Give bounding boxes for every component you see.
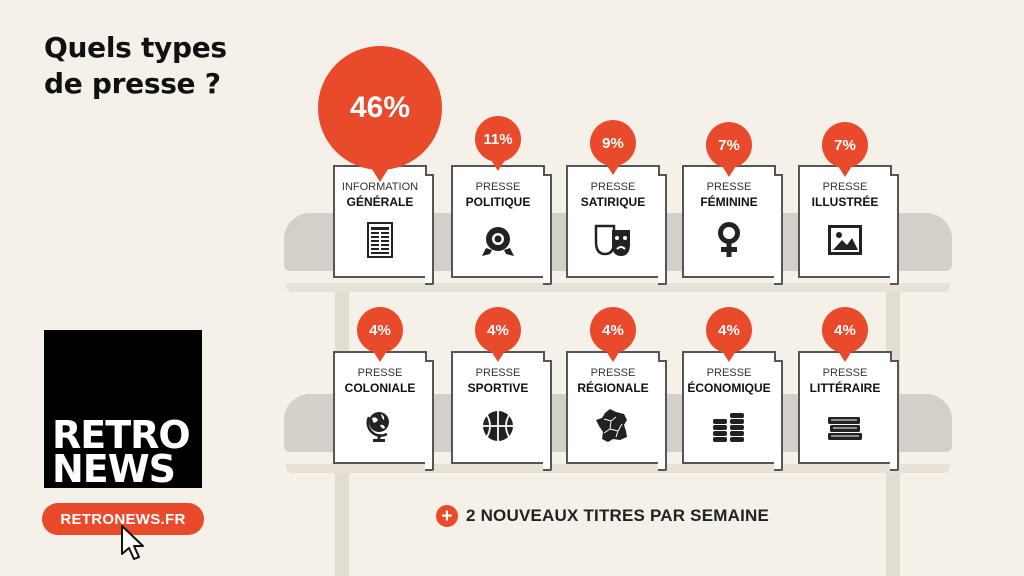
- logo-line-2: NEWS: [52, 447, 176, 491]
- book-category-name: ILLUSTRÉE: [811, 195, 879, 209]
- shelf-bottom-edge: [286, 464, 950, 473]
- book-presse-satirique: PRESSE SATIRIQUE: [566, 165, 667, 285]
- book-category-prefix: PRESSE: [822, 367, 868, 379]
- book-category-name: RÉGIONALE: [577, 381, 649, 395]
- book-category-name: COLONIALE: [344, 381, 416, 395]
- plus-icon: +: [436, 505, 458, 527]
- book-presse-litteraire: PRESSE LITTÉRAIRE: [798, 351, 899, 471]
- retronews-logo: RETRO NEWS: [44, 330, 202, 488]
- book-category-name: LITTÉRAIRE: [809, 381, 881, 395]
- book-category-name: ÉCONOMIQUE: [687, 381, 771, 395]
- book-presse-coloniale: PRESSE COLONIALE: [333, 351, 434, 471]
- basketball-icon: [453, 406, 543, 446]
- book-category-name: SATIRIQUE: [580, 195, 646, 209]
- title-line-2: de presse ?: [44, 67, 221, 100]
- new-titles-text: 2 NOUVEAUX TITRES PAR SEMAINE: [466, 506, 770, 525]
- book-presse-feminine: PRESSE FÉMININE: [682, 165, 783, 285]
- book-category-name: SPORTIVE: [467, 381, 529, 395]
- percentage-badge: 9%: [590, 120, 636, 166]
- new-titles-note: + 2 NOUVEAUX TITRES PAR SEMAINE: [436, 504, 769, 528]
- book-category-name: GÉNÉRALE: [346, 195, 414, 209]
- pointer-cursor-icon: [120, 524, 146, 567]
- book-category-prefix: INFORMATION: [341, 181, 419, 193]
- logo-line-1: RETRO: [52, 413, 191, 457]
- book-category-name: FÉMININE: [700, 195, 758, 209]
- picture-icon: [800, 220, 890, 260]
- book-category-prefix: PRESSE: [706, 181, 752, 193]
- newspaper-icon: [335, 220, 425, 260]
- shelf-top-edge: [286, 283, 950, 292]
- percentage-badge: 4%: [475, 307, 521, 353]
- book-category-prefix: PRESSE: [590, 367, 636, 379]
- book-presse-illustree: PRESSE ILLUSTRÉE: [798, 165, 899, 285]
- book-category-prefix: PRESSE: [475, 367, 521, 379]
- book-category-prefix: PRESSE: [475, 181, 521, 193]
- book-category-prefix: PRESSE: [822, 181, 868, 193]
- books-icon: [800, 406, 890, 446]
- theater-masks-icon: [568, 220, 658, 260]
- book-presse-regionale: PRESSE RÉGIONALE: [566, 351, 667, 471]
- book-category-prefix: PRESSE: [706, 367, 752, 379]
- france-map-icon: [568, 406, 658, 446]
- coins-icon: [684, 406, 774, 446]
- percentage-badge: 11%: [475, 116, 521, 162]
- percentage-badge: 4%: [357, 307, 403, 353]
- book-category-prefix: PRESSE: [590, 181, 636, 193]
- percentage-badge: 4%: [822, 307, 868, 353]
- globe-icon: [335, 406, 425, 446]
- book-category-name: POLITIQUE: [465, 195, 531, 209]
- book-category-prefix: PRESSE: [357, 367, 403, 379]
- book-presse-politique: PRESSE POLITIQUE: [451, 165, 552, 285]
- rosette-icon: [453, 220, 543, 260]
- percentage-badge: 4%: [706, 307, 752, 353]
- book-presse-sportive: PRESSE SPORTIVE: [451, 351, 552, 471]
- book-presse-economique: PRESSE ÉCONOMIQUE: [682, 351, 783, 471]
- percentage-badge: 4%: [590, 307, 636, 353]
- page-title: Quels types de presse ?: [44, 30, 227, 102]
- percentage-badge: 46%: [318, 46, 442, 170]
- percentage-badge: 7%: [822, 122, 868, 168]
- title-line-1: Quels types: [44, 31, 227, 64]
- percentage-badge: 7%: [706, 122, 752, 168]
- female-symbol-icon: [684, 220, 774, 260]
